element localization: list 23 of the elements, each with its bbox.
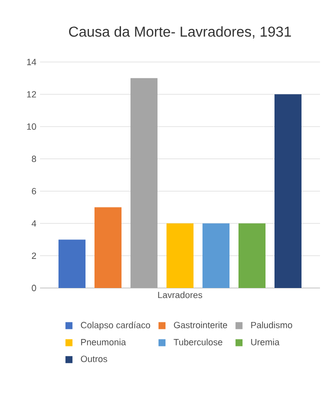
legend-label: Tuberculose xyxy=(174,338,222,346)
bar xyxy=(202,223,230,288)
legend-label: Outros xyxy=(80,356,108,362)
y-tick-label: 4 xyxy=(32,220,36,227)
legend-label: Paludismo xyxy=(251,322,292,328)
legend-label: Colapso cardíaco xyxy=(80,322,150,330)
bar xyxy=(58,240,86,288)
x-tick-label: Lavradores xyxy=(158,292,202,298)
legend-label: Uremia xyxy=(251,338,280,346)
bar xyxy=(166,223,194,288)
y-tick-label: 12 xyxy=(27,91,36,98)
y-tick-label: 0 xyxy=(32,284,36,292)
chart-title: Causa da Morte- Lavradores, 1931 xyxy=(69,26,291,38)
y-tick-label: 14 xyxy=(27,58,36,66)
y-tick-label: 10 xyxy=(27,123,36,130)
y-tick-label: 6 xyxy=(32,188,36,194)
bar xyxy=(274,94,302,288)
legend-label: Pneumonia xyxy=(81,338,126,346)
y-tick-label: 8 xyxy=(32,156,36,162)
y-tick-label: 2 xyxy=(32,252,36,259)
bar xyxy=(94,207,122,288)
legend-label: Gastrointerite xyxy=(174,322,228,328)
bar xyxy=(238,223,266,288)
